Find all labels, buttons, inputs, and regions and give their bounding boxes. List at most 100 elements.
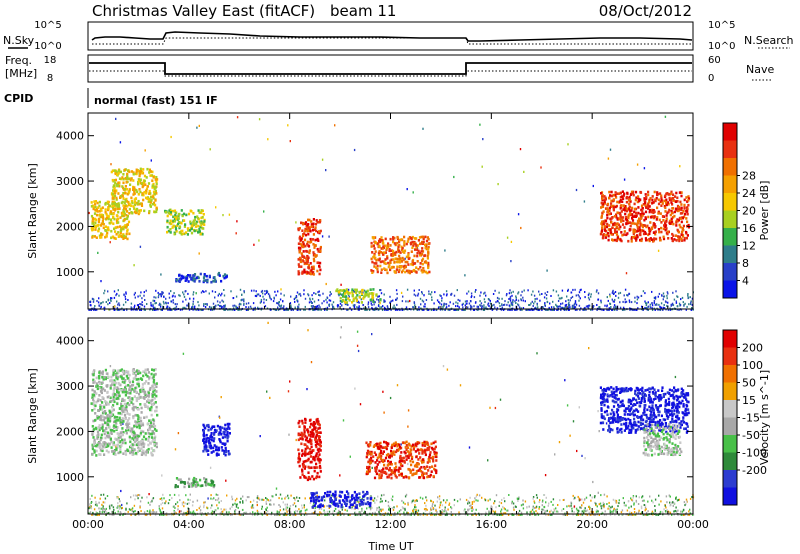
echo-cell	[680, 217, 683, 220]
echo-cell	[421, 253, 424, 256]
speckle-cell	[618, 513, 620, 516]
speckle-cell	[286, 506, 289, 509]
speckle-cell	[283, 294, 285, 297]
echo-cell	[376, 242, 379, 246]
speckle-cell	[110, 297, 112, 300]
speckle-cell	[611, 505, 613, 508]
speckle-cell	[471, 513, 473, 516]
echo-cell	[370, 241, 373, 245]
echo-cell	[396, 265, 399, 269]
speckle-cell	[234, 499, 237, 502]
speckle-cell	[640, 294, 643, 297]
speckle-cell	[567, 306, 570, 309]
echo-cell	[132, 171, 135, 174]
speckle-cell	[584, 306, 586, 309]
speckle-cell	[122, 303, 125, 306]
speckle-cell	[664, 504, 666, 507]
speckle-cell	[221, 305, 223, 308]
speckle-cell	[413, 293, 415, 296]
speckle-cell	[182, 300, 184, 303]
speckle-cell	[636, 295, 638, 298]
echo-cell	[624, 209, 627, 212]
echo-cell	[345, 301, 348, 304]
echo-cell	[180, 209, 183, 212]
echo-cell	[628, 229, 631, 232]
scatter-cell	[236, 220, 238, 223]
echo-cell	[136, 207, 139, 211]
echo-cell	[652, 239, 655, 243]
scatter-cell	[222, 214, 224, 217]
speckle-cell	[150, 301, 152, 304]
scatter-cell	[592, 480, 594, 484]
speckle-cell	[609, 508, 611, 511]
echo-cell	[375, 293, 378, 296]
speckle-cell	[660, 302, 663, 305]
speckle-cell	[270, 503, 272, 506]
echo-cell	[355, 299, 358, 302]
speckle-cell	[170, 300, 173, 303]
speckle-cell	[358, 511, 360, 514]
speckle-cell	[586, 513, 589, 516]
speckle-cell	[289, 302, 292, 305]
speckle-cell	[600, 299, 602, 302]
echo-cell	[378, 250, 381, 253]
echo-cell	[625, 219, 628, 222]
speckle-cell	[95, 511, 97, 514]
speckle-cell	[646, 302, 648, 305]
speckle-cell	[110, 300, 112, 302]
echo-cell	[126, 210, 129, 213]
speckle-cell	[474, 290, 476, 293]
scatter-cell	[371, 466, 373, 469]
speckle-cell	[487, 302, 490, 305]
speckle-cell	[378, 511, 380, 513]
speckle-cell	[102, 509, 104, 512]
speckle-cell	[536, 297, 538, 300]
echo-cell	[336, 288, 339, 291]
speckle-cell	[296, 510, 299, 513]
echo-cell	[616, 192, 619, 195]
speckle-cell	[369, 508, 372, 511]
speckle-cell	[509, 299, 512, 302]
speckle-cell	[160, 295, 162, 298]
echo-cell	[644, 237, 647, 240]
speckle-cell	[483, 308, 486, 311]
echo-cell	[645, 206, 648, 209]
speckle-cell	[90, 507, 93, 510]
echo-cell	[297, 258, 300, 261]
nsearch-label: N.Search	[744, 34, 794, 47]
scatter-cell	[269, 396, 271, 399]
echo-cell	[411, 240, 414, 244]
speckle-cell	[379, 306, 381, 309]
echo-cell	[195, 229, 198, 232]
nsearch-line	[92, 37, 692, 45]
echo-cell	[305, 258, 308, 262]
speckle-cell	[393, 513, 395, 516]
speckle-cell	[139, 505, 141, 508]
speckle-cell	[326, 505, 328, 507]
speckle-cell	[118, 498, 120, 501]
echo-cell	[121, 214, 124, 218]
speckle-cell	[439, 511, 442, 514]
echo-cell	[607, 234, 610, 238]
echo-cell	[110, 210, 113, 214]
speckle-cell	[657, 308, 659, 311]
speckle-cell	[480, 304, 482, 307]
speckle-cell	[153, 296, 155, 299]
speckle-cell	[498, 501, 501, 504]
echo-cell	[90, 227, 93, 230]
echo-cell	[110, 212, 113, 216]
scatter-cell	[259, 435, 261, 438]
echo-cell	[363, 295, 366, 299]
echo-cell	[403, 266, 406, 270]
echo-cell	[104, 211, 107, 214]
speckle-cell	[238, 308, 240, 311]
speckle-cell	[581, 504, 583, 507]
speckle-cell	[549, 510, 551, 513]
echo-cell	[427, 264, 430, 268]
speckle-cell	[192, 308, 194, 311]
speckle-cell	[604, 510, 606, 513]
echo-cell	[126, 217, 129, 220]
scatter-cell	[609, 148, 612, 151]
speckle-cell	[367, 301, 370, 304]
echo-cell	[685, 230, 688, 234]
